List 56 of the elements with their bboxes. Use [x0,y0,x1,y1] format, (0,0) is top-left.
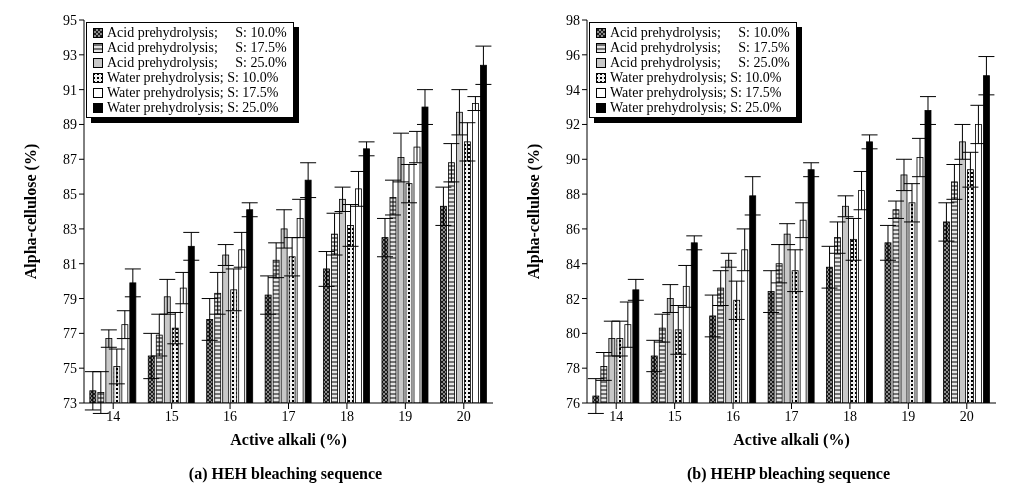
y-tick-label: 79 [63,291,77,307]
y-tick-label: 76 [566,395,580,411]
y-tick-label: 85 [63,187,77,203]
x-axis-title: Active alkali (%) [230,431,347,449]
legend-label: Water prehydrolysis; S: 10.0% [610,70,782,85]
y-tick-label: 98 [566,12,580,28]
legend-label: Acid prehydrolysis; S: 25.0% [107,55,287,70]
y-tick-label: 78 [566,361,580,377]
y-tick-label: 82 [566,291,580,307]
x-tick-label: 17 [784,408,799,424]
legend-label: Water prehydrolysis; S: 25.0% [610,100,782,115]
x-tick-label: 20 [959,408,974,424]
y-tick-label: 96 [566,47,580,63]
y-tick-label: 87 [63,152,77,168]
legend-label: Acid prehydrolysis; S: 25.0% [610,55,790,70]
y-axis-title: Alpha-cellulose (%) [524,143,543,280]
text: (a) HEH bleaching sequence [187,465,384,483]
y-tick-label: 84 [566,256,580,272]
x-tick-label: 19 [398,408,413,424]
x-tick-label: 16 [223,408,238,424]
x-tick-label: 20 [456,408,471,424]
x-tick-label: 18 [842,408,857,424]
y-tick-label: 86 [566,221,580,237]
y-tick-label: 73 [63,395,77,411]
x-tick-label: 16 [726,408,741,424]
x-tick-label: 14 [609,408,624,424]
legend-label: Water prehydrolysis; S: 25.0% [107,100,279,115]
x-tick-label: 15 [164,408,179,424]
x-axis-title: Active alkali (%) [733,431,850,449]
y-tick-label: 94 [566,82,580,98]
y-tick-label: 93 [63,47,77,63]
y-tick-label: 83 [63,221,77,237]
legend-label: Acid prehydrolysis; S: 10.0% [610,25,790,40]
y-tick-label: 89 [63,117,77,133]
legend-label: Water prehydrolysis; S: 17.5% [107,85,279,100]
y-tick-label: 92 [566,117,580,133]
legend-label: Acid prehydrolysis; S: 17.5% [107,40,287,55]
legend-label: Water prehydrolysis; S: 17.5% [610,85,782,100]
y-tick-label: 91 [63,82,77,98]
y-tick-label: 77 [63,326,77,342]
y-tick-label: 75 [63,361,77,377]
legend-label: Water prehydrolysis; S: 10.0% [107,70,279,85]
y-tick-label: 80 [566,326,580,342]
text: (b) HEHP bleaching sequence [685,465,892,483]
y-axis-title: Alpha-cellulose (%) [21,143,40,280]
x-tick-label: 18 [339,408,354,424]
y-tick-label: 88 [566,187,580,203]
y-tick-label: 81 [63,256,77,272]
legend-label: Acid prehydrolysis; S: 10.0% [107,25,287,40]
legend-label: Acid prehydrolysis; S: 17.5% [610,40,790,55]
y-tick-label: 95 [63,12,77,28]
y-tick-label: 90 [566,152,580,168]
x-tick-label: 14 [106,408,121,424]
x-tick-label: 15 [667,408,682,424]
x-tick-label: 17 [281,408,296,424]
x-tick-label: 19 [901,408,916,424]
